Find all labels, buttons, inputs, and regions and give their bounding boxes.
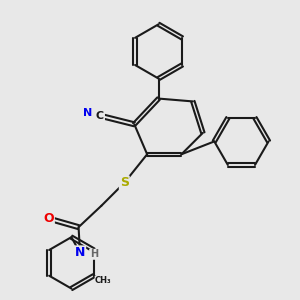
Text: O: O: [43, 212, 54, 225]
Text: N: N: [75, 246, 85, 260]
Text: S: S: [120, 176, 129, 189]
Text: N: N: [83, 108, 92, 118]
Text: CH₃: CH₃: [95, 276, 112, 285]
Text: H: H: [90, 249, 98, 259]
Text: C: C: [96, 111, 104, 121]
